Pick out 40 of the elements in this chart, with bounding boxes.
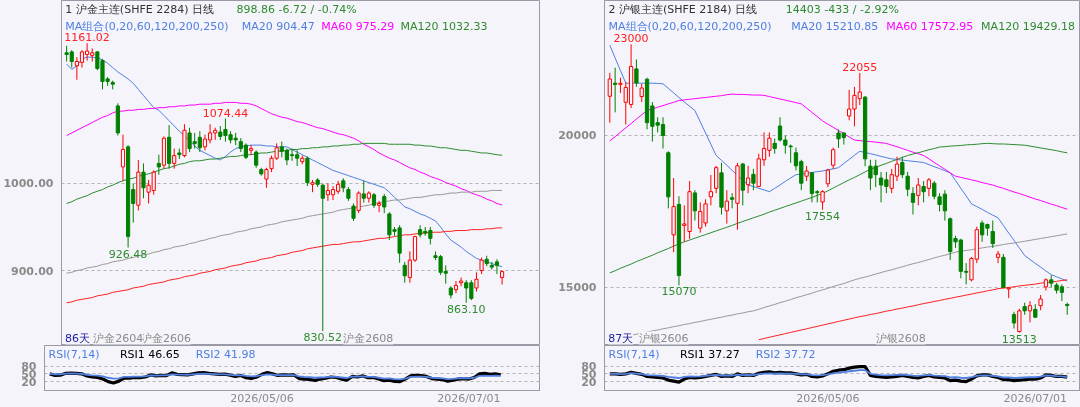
chart-subtitle: 898.86 -6.72 / -0.74%: [236, 2, 357, 16]
text: MA120 19429.18: [981, 19, 1076, 33]
x-tick-label: 2026/07/01: [437, 391, 501, 405]
x-tick-label: 2026/05/06: [796, 391, 860, 405]
annotation: 沪银2608: [875, 331, 926, 345]
y-tick-label: 15000: [558, 281, 597, 295]
legend-title: RSI(7,14): [608, 347, 660, 361]
text: MA120 1032.33: [400, 19, 488, 33]
x-tick-label: 2026/07/01: [1003, 391, 1067, 405]
legend-title: MA组合(0,20,60,120,200,250): [65, 19, 229, 33]
annotation: 沪金2608: [343, 331, 394, 345]
annotation: 830.52: [303, 331, 343, 345]
series-label: RSI1 46.65: [119, 347, 180, 361]
legend-title: RSI(7,14): [48, 347, 100, 361]
text: MA60 17572.95: [886, 19, 974, 33]
chart-subtitle: 14403 -433 / -2.92%: [785, 2, 899, 16]
annotation: 1161.02: [64, 31, 110, 45]
x-tick-label: 2026/05/06: [230, 391, 294, 405]
annotation: 863.10: [446, 302, 486, 316]
annotation: 17554: [805, 209, 841, 223]
annotation: 沪银2606: [638, 331, 689, 345]
legend-title: MA组合(0,20,60,120,200,250): [608, 19, 772, 33]
annotation: 86天: [65, 331, 91, 345]
y-tick-label: 20000: [558, 129, 597, 143]
series-label: RSI2 37.72: [755, 347, 816, 361]
y-tick-label: 900.00: [11, 264, 54, 278]
annotation: 13513: [1001, 332, 1037, 346]
chart-title: 1 沪金主连(SHFE 2284) 日线: [65, 2, 214, 16]
annotation: 926.48: [108, 247, 148, 261]
annotation: 1074.44: [202, 106, 249, 120]
annotation: 23000: [613, 32, 649, 46]
text: MA60 975.29: [321, 19, 395, 33]
annotation: 15070: [661, 285, 697, 299]
text: MA20 15210.85: [791, 19, 879, 33]
chart-title: 2 沪银主连(SHFE 2184) 日线: [608, 2, 758, 16]
series-label: RSI2 41.98: [195, 347, 256, 361]
y-tick-label: 1000.00: [3, 177, 54, 191]
series-label: RSI1 37.27: [679, 347, 740, 361]
text: MA20 904.47: [241, 19, 315, 33]
annotation: 22055: [842, 61, 878, 74]
